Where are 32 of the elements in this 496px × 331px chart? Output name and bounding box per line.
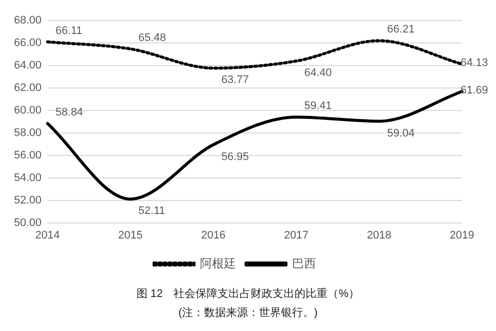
y-tick-label: 68.00	[14, 14, 42, 27]
data-label: 58.84	[56, 106, 84, 119]
data-label: 66.21	[387, 24, 415, 36]
y-tick-label: 60.00	[14, 104, 42, 116]
y-tick-label: 66.00	[14, 37, 42, 50]
x-tick-label: 2017	[284, 229, 308, 242]
data-label: 64.40	[304, 67, 332, 80]
y-tick-label: 54.00	[14, 172, 42, 184]
data-label: 61.69	[460, 84, 488, 97]
y-tick-label: 50.00	[14, 216, 42, 229]
data-label: 65.48	[138, 32, 166, 44]
data-label: 63.77	[221, 74, 249, 86]
data-label: 64.13	[460, 57, 488, 70]
data-label: 59.41	[304, 100, 332, 112]
y-tick-label: 62.00	[14, 82, 42, 94]
legend-label: 巴西	[292, 256, 316, 270]
x-tick-label: 2016	[201, 229, 226, 242]
legend-label: 阿根廷	[200, 256, 236, 270]
data-label: 59.04	[387, 127, 415, 140]
text: (注：数据来源：世界银行。)	[177, 306, 319, 320]
y-tick-label: 52.00	[14, 194, 42, 206]
data-label: 56.95	[221, 150, 249, 163]
x-tick-label: 2018	[366, 229, 392, 242]
text: 图 12 社会保障支出占财政支出的比重（%）	[135, 286, 361, 301]
x-tick-label: 2019	[450, 229, 474, 242]
data-label: 52.11	[138, 205, 166, 218]
y-tick-label: 64.00	[14, 60, 42, 72]
y-tick-label: 56.00	[14, 149, 42, 162]
x-tick-label: 2014	[35, 229, 60, 242]
data-label: 66.11	[56, 24, 82, 37]
y-tick-label: 58.00	[14, 126, 42, 139]
x-tick-label: 2015	[118, 229, 143, 242]
